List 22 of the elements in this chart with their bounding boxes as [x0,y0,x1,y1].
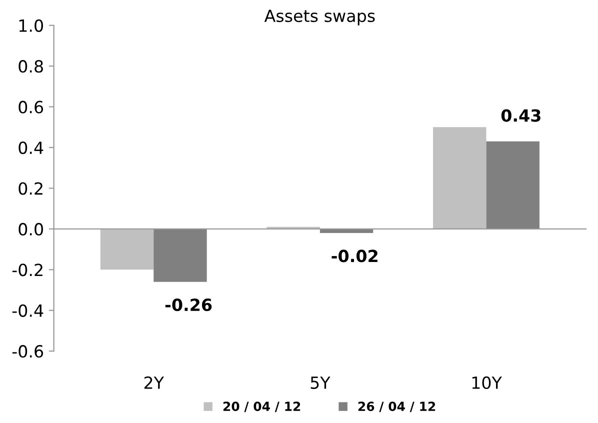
x-tick-label: 5Y [310,376,330,389]
data-label: -0.26 [165,298,212,312]
data-label: -0.02 [332,250,378,262]
bar [100,228,154,270]
legend-label: 26 / 04 / 12 [358,402,436,412]
data-label: 0.43 [501,109,540,122]
y-tick-label: -0.4 [12,304,44,317]
x-tick-label: 10Y [472,376,502,389]
bar [486,141,540,229]
y-tick-label: -0.6 [12,345,44,358]
y-tick-label: 0.8 [18,60,43,73]
y-tick-label: 0.0 [18,222,43,236]
bar [154,228,207,282]
x-tick-label: 2Y [144,376,164,389]
bar [433,127,486,229]
y-tick-label: 1.0 [19,19,43,32]
legend-label: 20 / 04 / 12 [223,402,300,412]
chart-title: Assets swaps [264,10,375,26]
y-tick-label: -0.2 [12,264,42,276]
y-tick-label: 0.2 [18,182,42,195]
y-tick-label: 0.6 [18,100,44,114]
y-tick-label: 0.4 [18,141,44,154]
